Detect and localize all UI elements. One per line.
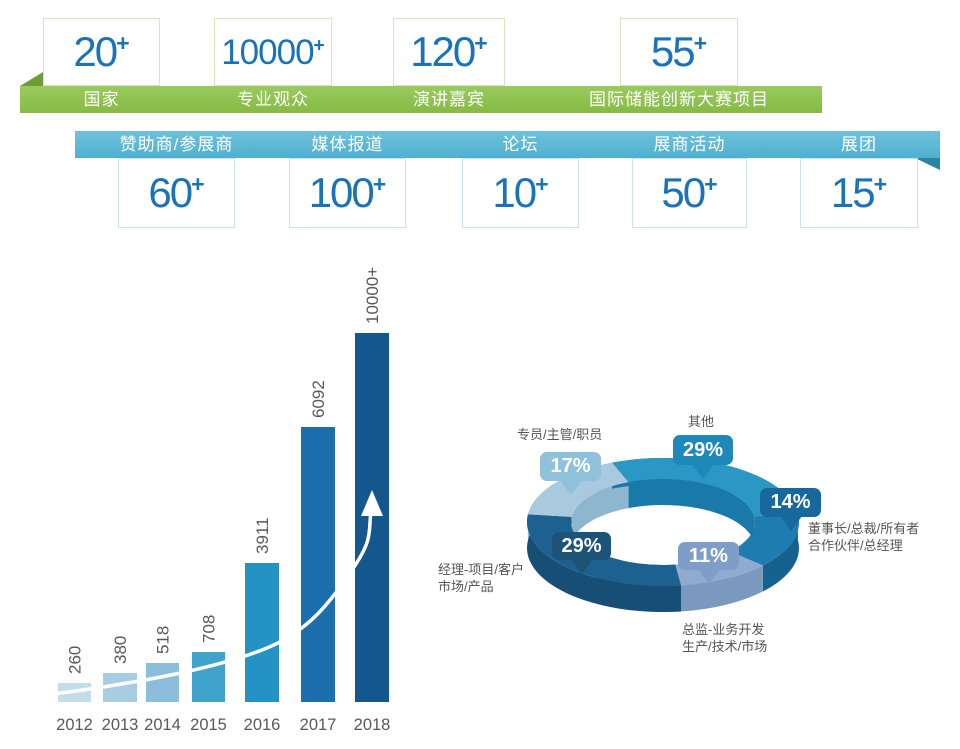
bar-year-label: 2014 — [144, 716, 181, 734]
bar-2014 — [146, 663, 179, 702]
plus-sign: + — [474, 30, 488, 56]
bar-year-label: 2013 — [102, 716, 139, 734]
plus-sign: + — [372, 171, 387, 197]
donut-outer-wall-2 — [680, 565, 763, 612]
stat-card: 15+ — [800, 158, 918, 228]
callout-pointer — [697, 569, 720, 584]
plus-sign: + — [873, 171, 888, 197]
bar-value-label: 708 — [200, 615, 219, 643]
plus-sign: + — [704, 171, 718, 197]
donut-callout-0: 29% — [673, 435, 733, 479]
banner-stat-label: 论坛 — [502, 135, 539, 154]
bar-2017 — [301, 427, 335, 702]
stat-number: 10000+ — [221, 32, 325, 72]
donut-segment-label-3: 经理-项目/客户 市场/产品 — [438, 562, 524, 594]
callout-pointer — [779, 516, 802, 531]
plus-sign: + — [693, 30, 708, 56]
plus-sign: + — [116, 30, 130, 56]
donut-callout-3: 29% — [552, 532, 611, 574]
donut-callout-4: 17% — [540, 452, 601, 495]
bar-value-label: 10000+ — [363, 267, 382, 324]
donut-callout-2: 11% — [678, 542, 739, 584]
plus-sign: + — [313, 34, 325, 56]
bar-year-label: 2017 — [300, 716, 337, 734]
stat-card: 20+ — [43, 18, 160, 86]
banner-stat-label: 赞助商/参展商 — [119, 135, 234, 154]
donut-segment-label-4: 专员/主管/职员 — [517, 427, 603, 442]
stat-card: 10000+ — [214, 18, 332, 86]
stat-card: 50+ — [632, 158, 747, 228]
stat-number: 100+ — [308, 169, 387, 216]
banner-stat-label: 专业观众 — [237, 90, 309, 109]
stat-card: 120+ — [393, 18, 505, 86]
stat-number: 50+ — [661, 169, 718, 216]
green-stats-banner — [20, 86, 822, 113]
bar-value-label: 3911 — [253, 517, 272, 554]
stat-number: 60+ — [148, 169, 205, 216]
bar-year-label: 2015 — [190, 716, 227, 734]
bar-value-label: 6092 — [309, 380, 328, 418]
banner-stat-label: 演讲嘉宾 — [413, 90, 485, 109]
bar-year-label: 2016 — [244, 716, 281, 734]
teal-stats-banner — [75, 131, 940, 158]
banner-stat-label: 国家 — [83, 90, 120, 109]
donut-inner-wall-0 — [628, 478, 755, 543]
bar-year-label: 2018 — [354, 716, 391, 734]
stat-card: 60+ — [118, 158, 235, 228]
stat-card: 55+ — [620, 18, 738, 86]
bar-2016 — [245, 563, 279, 702]
banner-stat-label: 媒体报道 — [311, 135, 384, 154]
bar-year-label: 2012 — [56, 716, 93, 734]
trend-arrowhead — [361, 490, 383, 516]
donut-segment-label-2: 总监-业务开发 生产/技术/市场 — [682, 622, 768, 654]
donut-segment-0 — [612, 457, 798, 517]
stat-number: 15+ — [830, 169, 888, 216]
callout-pointer — [559, 480, 582, 495]
callout-pointer — [570, 559, 593, 574]
stat-card: 100+ — [289, 158, 406, 228]
donut-segment-label-1: 董事长/总裁/所有者 合作伙伴/总经理 — [808, 521, 920, 553]
donut-outer-wall-1 — [762, 513, 800, 592]
stat-card: 10+ — [462, 158, 579, 228]
plus-sign: + — [535, 171, 549, 197]
stat-number: 20+ — [73, 28, 130, 75]
callout-pointer — [692, 464, 714, 479]
bar-value-label: 260 — [66, 646, 85, 674]
bar-value-label: 380 — [111, 636, 130, 664]
bar-value-label: 518 — [154, 626, 173, 654]
banner-stat-label: 展商活动 — [653, 135, 726, 154]
donut-inner-wall-4 — [571, 482, 629, 543]
stat-number: 10+ — [492, 169, 549, 216]
donut-outer-wall-3 — [527, 514, 681, 613]
banner-stat-label: 展团 — [841, 135, 877, 154]
stat-number: 120+ — [410, 28, 488, 75]
plus-sign: + — [191, 171, 205, 197]
banner-stat-label: 国际储能创新大赛项目 — [589, 90, 769, 109]
trend-curve — [44, 510, 373, 697]
donut-callout-1: 14% — [760, 488, 821, 531]
bar-2015 — [192, 652, 225, 702]
donut-segment-label-0: 其他 — [688, 414, 715, 429]
stat-number: 55+ — [650, 28, 708, 75]
